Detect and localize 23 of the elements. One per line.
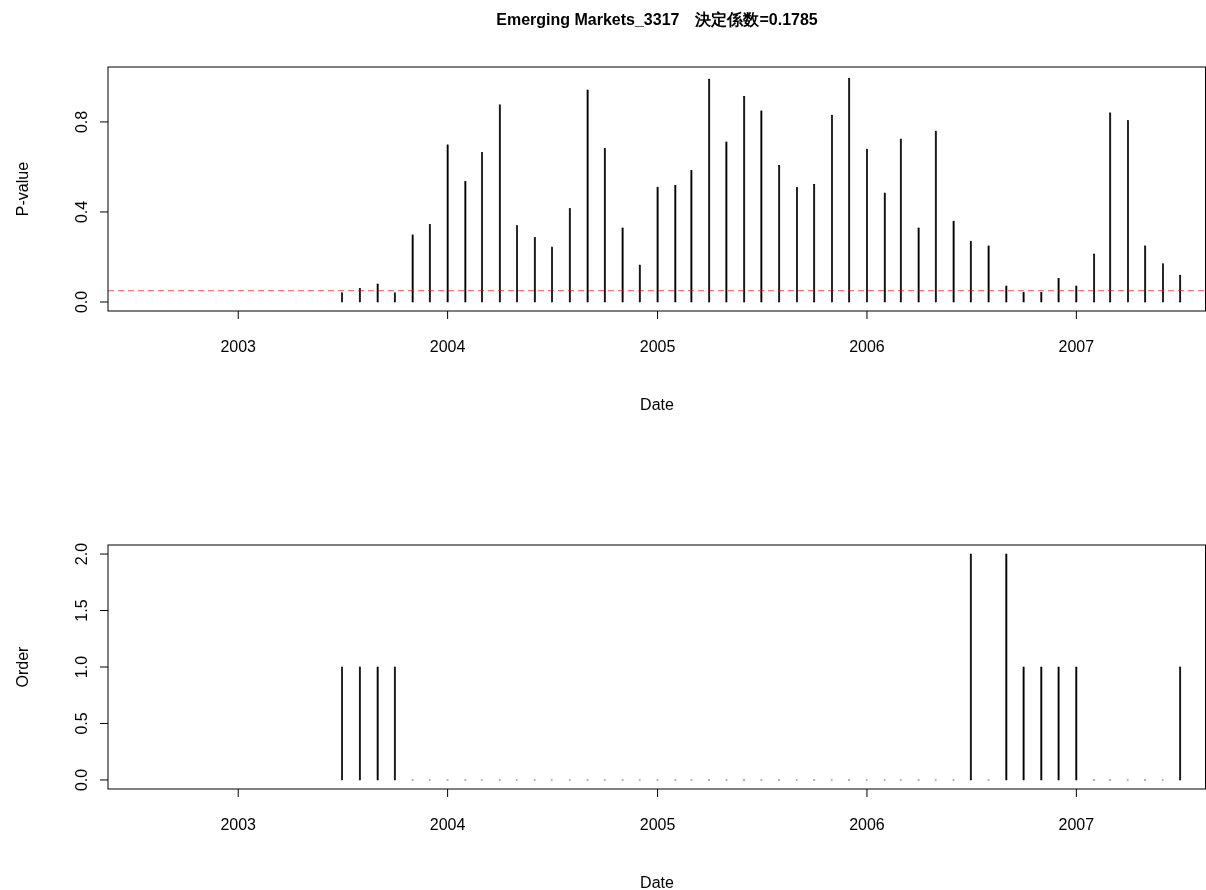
- y-tick-label: 0.0: [72, 768, 90, 792]
- x-tick-label: 2004: [429, 338, 466, 355]
- y-tick-label: 1.5: [72, 599, 90, 622]
- x-tick-label: 2004: [429, 816, 466, 833]
- x-axis-title: Date: [640, 874, 674, 890]
- y-tick-label: 0.4: [72, 200, 90, 224]
- x-axis-title: Date: [640, 396, 674, 413]
- y-tick-label: 0.8: [72, 110, 90, 134]
- y-tick-label: 0.0: [72, 290, 90, 314]
- x-tick-label: 2007: [1058, 816, 1095, 833]
- x-tick-label: 2003: [220, 338, 257, 355]
- x-tick-label: 2005: [639, 816, 676, 833]
- x-tick-label: 2007: [1058, 338, 1095, 355]
- y-axis-title: P-value: [13, 161, 31, 217]
- x-tick-label: 2003: [220, 816, 257, 833]
- x-tick-label: 2005: [639, 338, 676, 355]
- x-tick-label: 2006: [849, 816, 885, 833]
- x-tick-label: 2006: [849, 338, 885, 355]
- chart-title: Emerging Markets_3317 決定係数=0.1785: [496, 11, 818, 28]
- y-axis-title: Order: [13, 645, 31, 688]
- y-tick-label: 0.5: [72, 712, 90, 735]
- y-tick-label: 1.0: [72, 655, 90, 679]
- y-tick-label: 2.0: [72, 542, 90, 566]
